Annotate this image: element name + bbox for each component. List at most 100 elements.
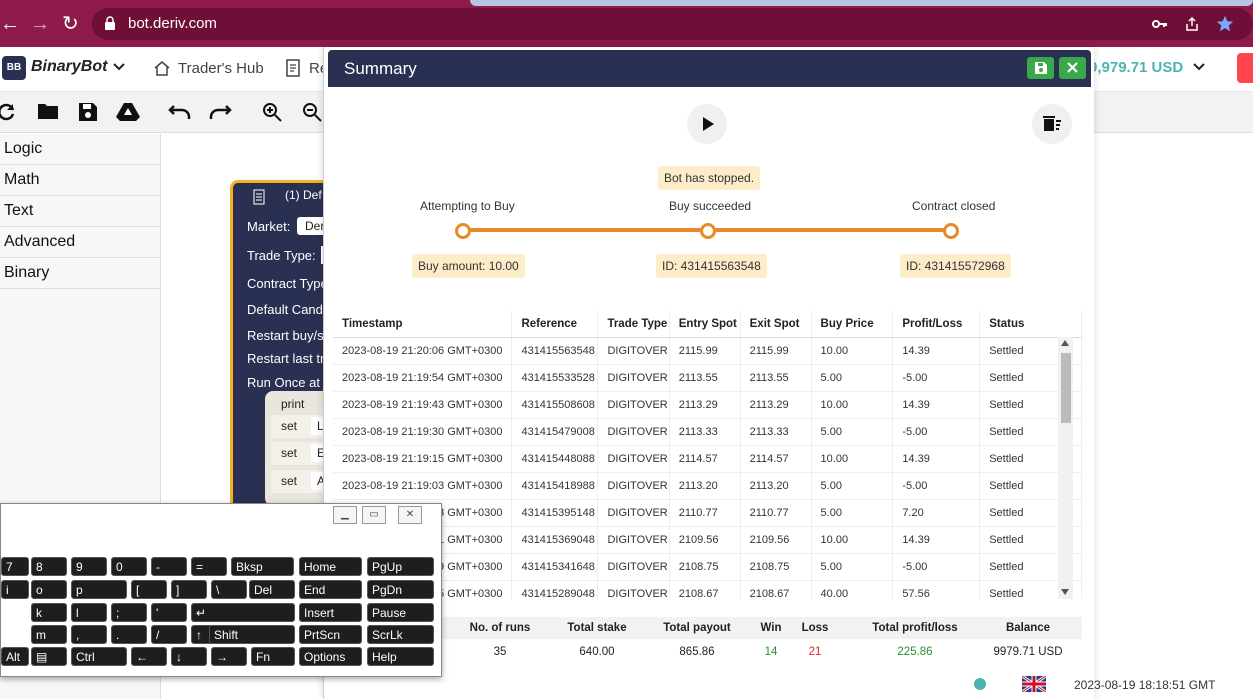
cell-buy-price: 5.00 [811,553,894,581]
keyboard-key[interactable]: ↓ [171,647,207,666]
table-row[interactable]: 2023-08-19 21:18:29 GMT+0300431415341648… [333,553,1082,581]
keyboard-key[interactable]: 7 [1,557,29,576]
reset-icon[interactable] [0,102,16,122]
toolbox-category-binary[interactable]: Binary [0,258,160,289]
scrollbar-thumb[interactable] [1061,353,1071,423]
keyboard-key[interactable]: . [111,625,147,644]
table-scrollbar[interactable] [1058,337,1073,599]
keyboard-key[interactable]: Del [249,580,295,599]
keyboard-key[interactable]: PrtScn [299,625,362,644]
keyboard-key[interactable]: Pause [367,603,434,622]
share-icon[interactable] [1184,16,1200,32]
keyboard-key[interactable]: PgUp [367,557,434,576]
toolbox-category-advanced[interactable]: Advanced [0,227,160,258]
account-chevron-icon[interactable] [1192,62,1206,72]
chevron-down-icon[interactable] [112,62,126,72]
toolbox-category-text[interactable]: Text [0,196,160,227]
keyboard-key[interactable]: l [71,603,107,622]
keyboard-key[interactable]: Ctrl [71,647,127,666]
col-timestamp: Timestamp [333,311,513,338]
keyboard-key[interactable]: Fn [251,647,295,666]
reports-icon[interactable] [285,59,301,77]
keyboard-key[interactable]: Help [367,647,434,666]
load-folder-icon[interactable] [37,102,59,120]
zoom-in-icon[interactable] [262,102,282,122]
deposit-button[interactable] [1237,53,1253,83]
app-name[interactable]: BinaryBot [31,58,108,75]
keyboard-key[interactable]: Bksp [231,557,294,576]
keyboard-key[interactable]: = [191,557,227,576]
table-row[interactable]: 2023-08-19 21:19:03 GMT+0300 431415418988… [333,472,1082,500]
cell-reference: 431415448088 [511,445,599,473]
trade-parameters-block[interactable]: (1) Def Market: Der Trade Type: Contract… [230,180,333,516]
close-summary-button[interactable] [1059,57,1086,79]
clear-stats-button[interactable] [1032,104,1072,144]
keyboard-key[interactable]: Insert [299,603,362,622]
home-icon[interactable] [153,59,171,77]
keyboard-key[interactable]: End [299,580,362,599]
minimize-icon[interactable]: ▁ [333,506,357,524]
keyboard-key[interactable]: ← [131,647,167,666]
keyboard-key[interactable]: 0 [111,557,147,576]
keyboard-key[interactable]: ↵ [191,603,295,622]
address-bar[interactable]: bot.deriv.com [92,8,1253,40]
zoom-out-icon[interactable] [302,102,322,122]
keyboard-key[interactable]: ScrLk [367,625,434,644]
toolbox-category-logic[interactable]: Logic [0,134,160,165]
key-icon[interactable] [1152,17,1168,31]
keyboard-key[interactable]: i [1,580,29,599]
table-row[interactable]: 2023-08-19 21:18:41 GMT+0300431415369048… [333,526,1082,554]
scroll-down-icon[interactable] [1061,589,1069,595]
keyboard-key[interactable]: , [71,625,107,644]
keyboard-key[interactable]: p [71,580,127,599]
keyboard-key[interactable]: ' [151,603,187,622]
bookmark-star-icon[interactable] [1216,15,1234,33]
keyboard-key[interactable]: - [151,557,187,576]
keyboard-key[interactable]: → [211,647,247,666]
table-row[interactable]: 2023-08-19 21:20:06 GMT+0300 431415563548… [333,337,1082,365]
traders-hub-link[interactable]: Trader's Hub [178,60,264,77]
google-drive-icon[interactable] [116,102,140,122]
table-row[interactable]: 2023-08-19 21:18:15 GMT+0300431415289048… [333,580,1082,599]
keyboard-key[interactable]: Options [299,647,362,666]
keyboard-key[interactable]: ▤ [31,647,67,666]
undo-icon[interactable] [168,104,192,120]
save-icon[interactable] [78,102,98,122]
table-row[interactable]: 2023-08-19 21:18:53 GMT+0300431415395148… [333,499,1082,527]
keyboard-key[interactable]: k [31,603,67,622]
stat-runs-value: 35 [493,646,507,658]
table-row[interactable]: 2023-08-19 21:19:15 GMT+0300 431415448088… [333,445,1082,473]
save-summary-button[interactable] [1027,57,1054,79]
network-status-icon[interactable] [974,678,986,690]
keyboard-key[interactable]: 9 [71,557,107,576]
keyboard-key[interactable]: Home [299,557,362,576]
back-icon[interactable]: ← [0,13,20,35]
keyboard-key[interactable]: o [31,580,67,599]
keyboard-key[interactable]: Alt [1,647,29,666]
keyboard-key[interactable]: ; [111,603,147,622]
table-row[interactable]: 2023-08-19 21:19:54 GMT+0300 431415533528… [333,364,1082,392]
restore-icon[interactable]: ▭ [362,506,386,524]
keyboard-key[interactable]: 8 [31,557,67,576]
forward-icon[interactable]: → [30,13,50,35]
close-keyboard-icon[interactable]: ✕ [398,506,422,524]
table-row[interactable]: 2023-08-19 21:19:30 GMT+0300 431415479008… [333,418,1082,446]
table-row[interactable]: 2023-08-19 21:19:43 GMT+0300 431415508608… [333,391,1082,419]
reload-icon[interactable]: ↻ [62,13,79,35]
keyboard-key[interactable]: [ [131,580,167,599]
keyboard-key[interactable]: Shift [209,625,295,644]
binarybot-logo[interactable]: BB [2,56,26,80]
keyboard-key[interactable]: m [31,625,67,644]
uk-flag-icon[interactable] [1022,676,1046,692]
scroll-up-icon[interactable] [1061,340,1069,346]
summary-header: Summary [328,50,1091,87]
keyboard-key[interactable]: PgDn [367,580,434,599]
redo-icon[interactable] [208,104,232,120]
keyboard-key[interactable]: ] [171,580,207,599]
cell-exit-spot: 2110.77 [740,499,812,527]
run-button[interactable] [687,104,727,144]
account-balance[interactable]: 9,979.71 USD [1089,59,1184,76]
keyboard-key[interactable]: \ [211,580,247,599]
keyboard-key[interactable]: / [151,625,187,644]
toolbox-category-math[interactable]: Math [0,165,160,196]
